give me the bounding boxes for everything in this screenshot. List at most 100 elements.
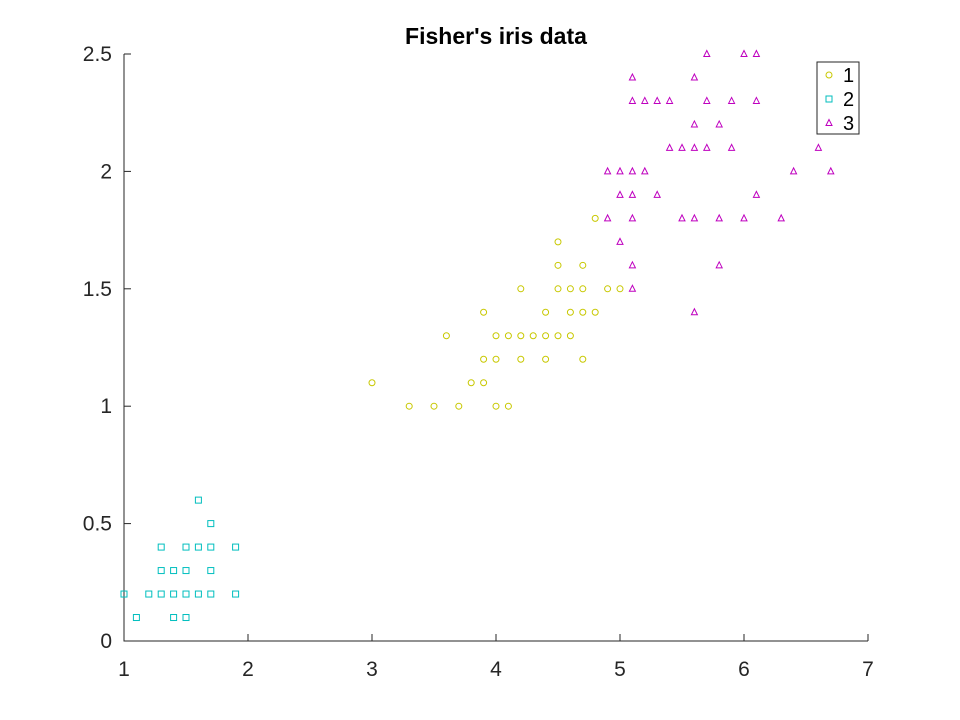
data-point — [232, 543, 240, 551]
x-tick-label: 2 — [242, 658, 254, 681]
data-point — [170, 590, 178, 598]
data-point — [727, 143, 736, 151]
legend-marker — [825, 95, 833, 103]
axes: 1 2 3 4 5 6 700.511.522.5 — [83, 43, 874, 681]
x-tick-label: 1 — [118, 658, 130, 681]
data-point — [207, 543, 215, 551]
data-point — [492, 332, 500, 340]
data-point — [207, 567, 215, 575]
legend-label: 1 — [843, 65, 854, 87]
data-point — [554, 238, 562, 246]
data-point — [752, 96, 761, 104]
data-point — [467, 379, 475, 387]
data-point — [591, 308, 599, 316]
data-point — [542, 355, 550, 363]
data-point — [554, 332, 562, 340]
axis-lines — [123, 54, 868, 642]
data-point — [132, 614, 140, 622]
data-point — [492, 355, 500, 363]
data-point — [653, 96, 662, 104]
data-point — [727, 96, 736, 104]
data-point — [628, 72, 637, 81]
data-point — [182, 543, 190, 551]
x-tick-label: 6 — [738, 658, 750, 681]
data-point — [529, 332, 537, 340]
series-1 — [368, 214, 624, 410]
legend-label: 3 — [843, 113, 854, 135]
data-point — [194, 590, 202, 598]
data-point — [690, 72, 699, 81]
data-point — [579, 308, 587, 316]
data-point — [603, 166, 612, 175]
series-3 — [603, 49, 835, 316]
data-point — [182, 567, 190, 575]
y-tick-label: 1.5 — [83, 278, 112, 301]
data-point — [517, 355, 525, 363]
data-point — [789, 166, 798, 175]
legend: 123 — [816, 61, 860, 135]
x-tick-label: 3 — [366, 658, 378, 681]
data-point — [194, 543, 202, 551]
data-point — [628, 166, 637, 175]
data-point — [579, 355, 587, 363]
y-tick-label: 0 — [100, 630, 112, 653]
data-point — [715, 213, 724, 222]
data-point — [405, 402, 413, 410]
y-tick-label: 1 — [100, 395, 112, 418]
data-point — [207, 590, 215, 598]
data-point — [566, 285, 574, 293]
data-point — [182, 590, 190, 598]
data-point — [604, 285, 612, 293]
data-point — [480, 355, 488, 363]
data-point — [752, 190, 761, 198]
data-point — [777, 213, 786, 222]
data-point — [814, 143, 823, 151]
data-point — [591, 214, 599, 222]
legend-marker — [825, 118, 833, 126]
data-point — [542, 332, 550, 340]
plot-area — [120, 49, 835, 622]
data-point — [232, 590, 240, 598]
data-point — [207, 520, 215, 528]
data-point — [517, 285, 525, 293]
data-point — [194, 496, 202, 504]
data-point — [368, 379, 376, 387]
data-point — [566, 308, 574, 316]
data-point — [120, 590, 128, 598]
data-point — [157, 543, 165, 551]
data-point — [640, 96, 649, 104]
data-point — [628, 96, 637, 104]
x-tick-label: 7 — [862, 658, 874, 681]
data-point — [715, 260, 724, 269]
legend-marker — [825, 71, 833, 79]
y-tick-label: 2 — [100, 160, 112, 183]
data-point — [690, 143, 699, 151]
data-point — [455, 402, 463, 410]
data-point — [715, 119, 724, 128]
data-point — [182, 614, 190, 622]
data-point — [542, 308, 550, 316]
x-tick-label: 5 — [614, 658, 626, 681]
data-point — [480, 308, 488, 316]
chart-title: Fisher's iris data — [405, 23, 587, 49]
data-point — [504, 402, 512, 410]
data-point — [678, 143, 686, 151]
data-point — [603, 213, 612, 222]
y-tick-label: 2.5 — [83, 43, 112, 66]
legend-box — [816, 61, 860, 135]
data-point — [690, 119, 699, 128]
data-point — [690, 213, 699, 222]
data-point — [480, 379, 488, 387]
data-point — [653, 190, 662, 198]
data-point — [628, 260, 637, 269]
data-point — [554, 261, 562, 269]
legend-label: 2 — [843, 89, 854, 111]
data-point — [678, 213, 686, 222]
data-point — [616, 285, 624, 293]
data-point — [554, 285, 562, 293]
data-point — [628, 190, 637, 198]
data-point — [616, 237, 624, 245]
data-point — [145, 590, 153, 598]
series-2 — [120, 496, 240, 622]
data-point — [702, 49, 711, 57]
